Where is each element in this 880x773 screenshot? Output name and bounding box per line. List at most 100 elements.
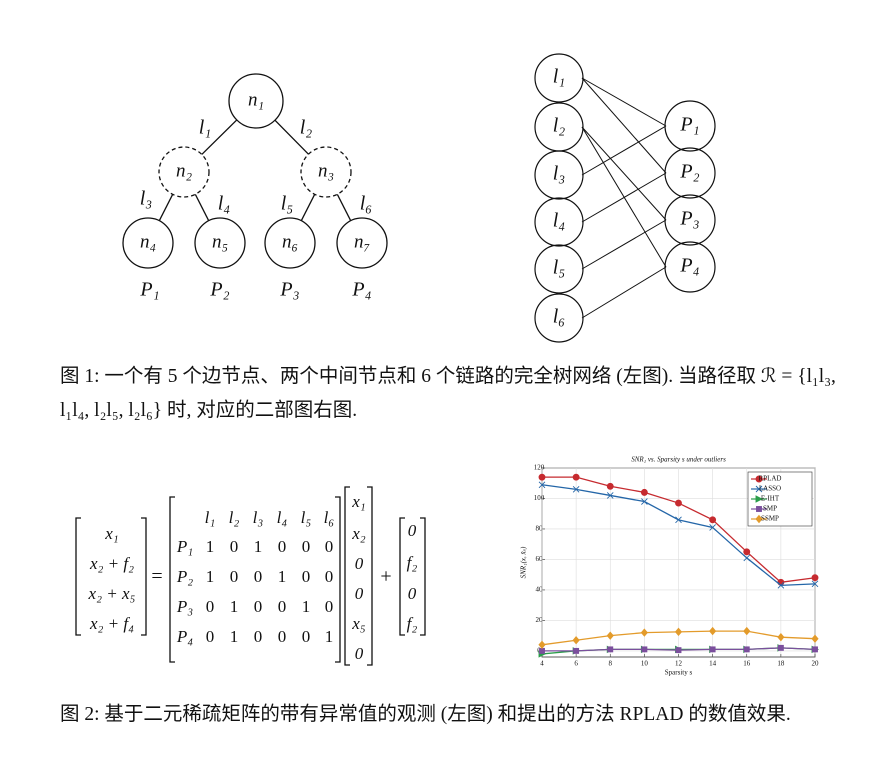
chart-title: SNR₁ vs. Sparsity s under outliers [631, 456, 726, 464]
legend-marker [756, 506, 762, 512]
signal-entry: x₂ [351, 524, 366, 543]
tree-edge [336, 194, 352, 221]
legend-marker [755, 514, 763, 524]
link-node [534, 53, 584, 103]
matrix-entry: 0 [325, 597, 334, 616]
row-label: P₃ [176, 597, 193, 616]
marker [607, 646, 614, 653]
marker [539, 647, 545, 654]
link-label: l₅ [281, 193, 294, 215]
signal-entry: 0 [355, 584, 364, 603]
marker [641, 646, 648, 653]
marker [674, 627, 683, 637]
x-tick-label: 10 [641, 660, 649, 668]
observation: x₂ + f₄ [89, 614, 134, 633]
link-node [534, 150, 584, 200]
tree-node [264, 217, 316, 269]
matrix-entry: 1 [325, 627, 334, 646]
node-label: n₂ [176, 160, 193, 181]
marker [538, 481, 546, 489]
marker [743, 548, 751, 556]
matrix-entry: 0 [302, 567, 311, 586]
path-label: P₃ [279, 279, 299, 301]
link-label: l₃ [553, 163, 566, 185]
bracket [75, 517, 81, 636]
bracket [335, 496, 341, 663]
link-label: l₁ [199, 117, 212, 139]
equals-sign: = [151, 566, 162, 588]
tree-node [336, 217, 388, 269]
matrix-entry: 1 [254, 537, 263, 556]
tree-diagram: n₁ n₂ n₃ n₄ n₅ n₆ n₇ l₁ l₂ l₃ l₄ l₅ l₆ P₁ P₂ P₃ P₄ [122, 73, 388, 301]
matrix-entry: 1 [302, 597, 311, 616]
matrix-entry: 0 [254, 627, 263, 646]
bipartite-edge [581, 77, 667, 127]
marker [640, 628, 648, 637]
path-label: P₄ [351, 279, 371, 301]
path-label: P₁ [139, 279, 159, 301]
x-tick-label: 12 [675, 660, 683, 668]
link-node [534, 244, 584, 294]
marker [675, 647, 682, 654]
outlier-entry: f₂ [407, 553, 418, 572]
matrix-entry: 0 [206, 627, 215, 646]
tree-edge [300, 194, 316, 221]
node-label: n₇ [354, 231, 371, 252]
column-label: l₁ [205, 508, 216, 527]
marker [606, 631, 614, 640]
matrix-entry: 0 [230, 567, 239, 586]
path-label: P₃ [679, 208, 699, 230]
link-label: l₂ [553, 115, 566, 137]
signal-entry: 0 [355, 554, 364, 573]
link-label: l₂ [300, 117, 313, 139]
matrix-entry: 0 [278, 627, 287, 646]
bipartite-edge [581, 77, 667, 174]
bracket [367, 486, 373, 666]
marker [709, 646, 716, 653]
matrix-entry: 1 [206, 537, 215, 556]
bipartite-edge [581, 172, 667, 223]
x-tick-label: 16 [743, 660, 751, 668]
marker [572, 636, 580, 645]
matrix-entry: 0 [206, 597, 215, 616]
marker [641, 498, 648, 505]
x-tick-label: 18 [777, 660, 785, 668]
x-tick-label: 14 [709, 660, 717, 668]
row-label: P₄ [176, 627, 193, 646]
link-label: l₄ [218, 193, 231, 215]
legend-marker [755, 495, 764, 503]
outlier-entry: 0 [408, 584, 417, 603]
marker [675, 516, 682, 524]
legend-label: LASSO [759, 485, 781, 493]
x-tick-label: 6 [574, 660, 578, 668]
tree-node [194, 217, 246, 269]
marker [709, 516, 717, 524]
chart: 020406080100120468101214161820SNR₁ vs. S… [520, 456, 820, 677]
matrix-entry: 1 [278, 567, 287, 586]
bracket [169, 496, 175, 663]
legend-marker [755, 485, 763, 493]
marker [743, 626, 751, 636]
link-node [534, 197, 584, 247]
link-label: l₆ [553, 306, 566, 328]
marker [572, 486, 580, 493]
marker [777, 644, 784, 651]
matrix-entry: 1 [230, 627, 239, 646]
y-tick-label: 80 [536, 525, 544, 533]
x-tick-label: 4 [540, 660, 544, 668]
marker [606, 492, 614, 499]
x-axis-label: Sparsity s [665, 669, 693, 677]
matrix-entry: 0 [254, 567, 263, 586]
link-label: l₆ [360, 193, 373, 215]
link-label: l₃ [140, 188, 153, 210]
marker [811, 580, 819, 588]
matrix-entry: 0 [278, 537, 287, 556]
bracket [420, 517, 426, 636]
path-label: P₄ [679, 255, 699, 277]
matrix-entry: 0 [325, 537, 334, 556]
marker [709, 626, 717, 636]
marker [777, 632, 785, 642]
outlier-entry: f₂ [407, 614, 418, 633]
